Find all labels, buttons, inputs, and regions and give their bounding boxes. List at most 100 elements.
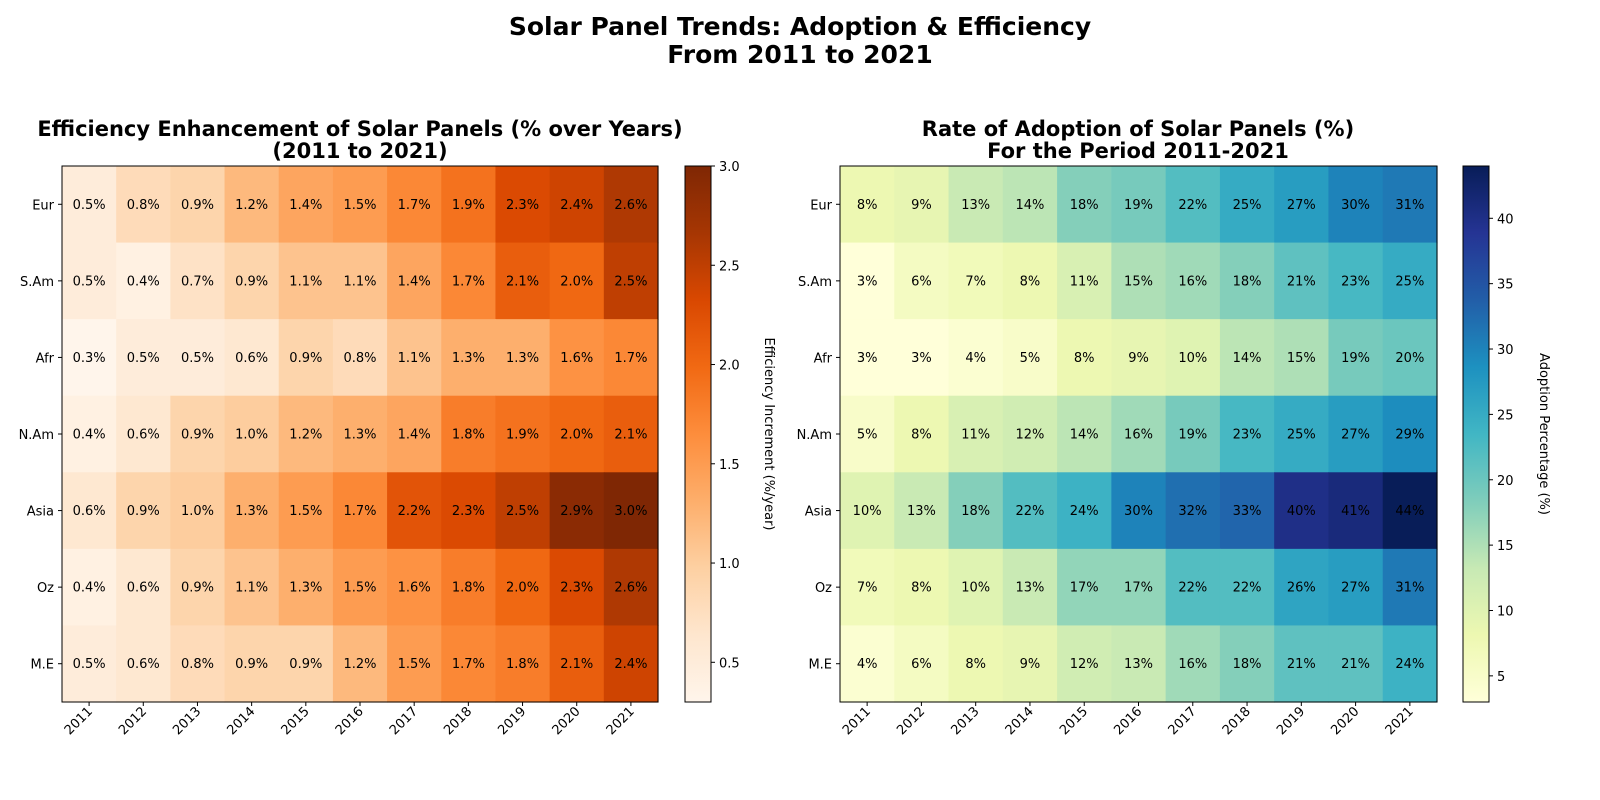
colorbar-tick-label: 2.5 <box>719 259 740 274</box>
heatmap-cell <box>278 166 334 244</box>
cell-value-label: 20% <box>1395 351 1424 366</box>
cell-value-label: 19% <box>1341 351 1370 366</box>
cell-value-label: 8% <box>1020 274 1041 289</box>
heatmap-cell <box>1002 625 1058 703</box>
heatmap-cell <box>1219 625 1275 703</box>
cell-value-label: 22% <box>1016 504 1045 519</box>
cell-value-label: 0.9% <box>235 274 268 289</box>
cell-value-label: 25% <box>1287 428 1316 443</box>
cell-value-label: 23% <box>1341 274 1370 289</box>
heatmap-cell <box>603 625 659 703</box>
heatmap-cell <box>1382 166 1438 244</box>
cell-value-label: 10% <box>1178 351 1207 366</box>
cell-value-label: 1.3% <box>289 581 322 596</box>
heatmap-cell <box>170 625 226 703</box>
heatmap-cell <box>170 472 226 550</box>
cell-value-label: 27% <box>1341 581 1370 596</box>
heatmap-cell <box>332 242 388 320</box>
colorbar-tick-label: 40 <box>1497 212 1514 227</box>
y-tick-label: Asia <box>27 505 54 520</box>
cell-value-label: 1.8% <box>506 657 539 672</box>
heatmap-cell <box>1057 625 1112 703</box>
heatmap-cell <box>1219 319 1275 397</box>
cell-value-label: 2.3% <box>452 504 485 519</box>
heatmap-cell <box>1057 319 1112 397</box>
heatmap-cell <box>1274 166 1330 244</box>
cell-value-label: 1.6% <box>560 351 593 366</box>
heatmap-cell <box>840 625 895 703</box>
heatmap-cell <box>1165 548 1221 627</box>
heatmap-cell <box>62 548 117 627</box>
heatmap-cell <box>332 472 388 550</box>
cell-value-label: 1.0% <box>181 504 214 519</box>
cell-value-label: 8% <box>857 198 878 213</box>
colorbar-tick-label: 1.5 <box>719 458 740 473</box>
heatmap-cell <box>62 472 117 550</box>
heatmap-cell <box>1328 395 1384 473</box>
heatmap-cell <box>1002 548 1058 627</box>
cell-value-label: 18% <box>1070 198 1099 213</box>
cell-value-label: 1.9% <box>506 428 539 443</box>
y-tick-label: Eur <box>32 198 54 213</box>
heatmap-cell <box>224 319 280 397</box>
cell-value-label: 1.0% <box>235 428 268 443</box>
colorbar-tick-label: 5 <box>1497 670 1505 685</box>
heatmap-cell <box>1002 166 1058 244</box>
cell-value-label: 2.1% <box>614 428 647 443</box>
heatmap-cell <box>549 625 605 703</box>
cell-value-label: 0.9% <box>181 428 214 443</box>
cell-value-label: 2.6% <box>614 198 647 213</box>
cell-value-label: 7% <box>965 274 986 289</box>
heatmap-cell <box>894 548 950 627</box>
cell-value-label: 25% <box>1395 274 1424 289</box>
heatmap-cell <box>1382 242 1438 320</box>
colorbar-tick-label: 10 <box>1497 604 1514 619</box>
cell-value-label: 0.5% <box>181 351 214 366</box>
heatmap-cell <box>894 319 950 397</box>
cell-value-label: 2.4% <box>614 657 647 672</box>
heatmap-cell <box>1111 472 1167 550</box>
cell-value-label: 0.4% <box>73 581 106 596</box>
cell-value-label: 10% <box>961 581 990 596</box>
heatmap-cell <box>894 242 950 320</box>
x-tick-label: 2012 <box>894 704 928 738</box>
heatmap-cell <box>603 548 659 627</box>
cell-value-label: 19% <box>1178 428 1207 443</box>
cell-value-label: 0.6% <box>127 428 160 443</box>
heatmap-cell <box>387 319 442 397</box>
cell-value-label: 27% <box>1287 198 1316 213</box>
heatmap-cell <box>278 395 334 473</box>
heatmap-cell <box>948 472 1004 550</box>
cell-value-label: 24% <box>1395 657 1424 672</box>
heatmap-cell <box>1382 625 1438 703</box>
x-tick-label: 2021 <box>604 704 638 738</box>
heatmap-cell <box>1328 166 1384 244</box>
cell-value-label: 21% <box>1287 274 1316 289</box>
x-tick-label: 2016 <box>333 704 367 738</box>
cell-value-label: 40% <box>1287 504 1316 519</box>
heatmap-cell <box>387 625 442 703</box>
cell-value-label: 1.2% <box>289 428 322 443</box>
x-tick-label: 2012 <box>116 704 150 738</box>
colorbar-tick-label: 2.0 <box>719 359 740 374</box>
heatmap-cell <box>1219 548 1275 627</box>
figure-title-line2: From 2011 to 2021 <box>667 40 932 69</box>
cell-value-label: 2.3% <box>506 198 539 213</box>
heatmap-cell <box>1165 472 1221 550</box>
heatmap-cell <box>278 319 334 397</box>
cell-value-label: 8% <box>911 581 932 596</box>
x-tick-label: 2017 <box>387 704 421 738</box>
efficiency-heatmap-panel: Efficiency Enhancement of Solar Panels (… <box>19 117 776 738</box>
heatmap-cell <box>894 472 950 550</box>
heatmap-cell <box>894 625 950 703</box>
cell-value-label: 19% <box>1124 198 1153 213</box>
heatmap-cell <box>1328 472 1384 550</box>
x-tick-label: 2011 <box>62 704 96 738</box>
heatmap-cell <box>495 395 551 473</box>
cell-value-label: 1.5% <box>289 504 322 519</box>
cell-value-label: 1.2% <box>343 657 376 672</box>
subplot-title-line2: For the Period 2011-2021 <box>987 139 1289 163</box>
heatmap-cell <box>1382 548 1438 627</box>
heatmap-cell <box>224 472 280 550</box>
cell-value-label: 2.5% <box>614 274 647 289</box>
